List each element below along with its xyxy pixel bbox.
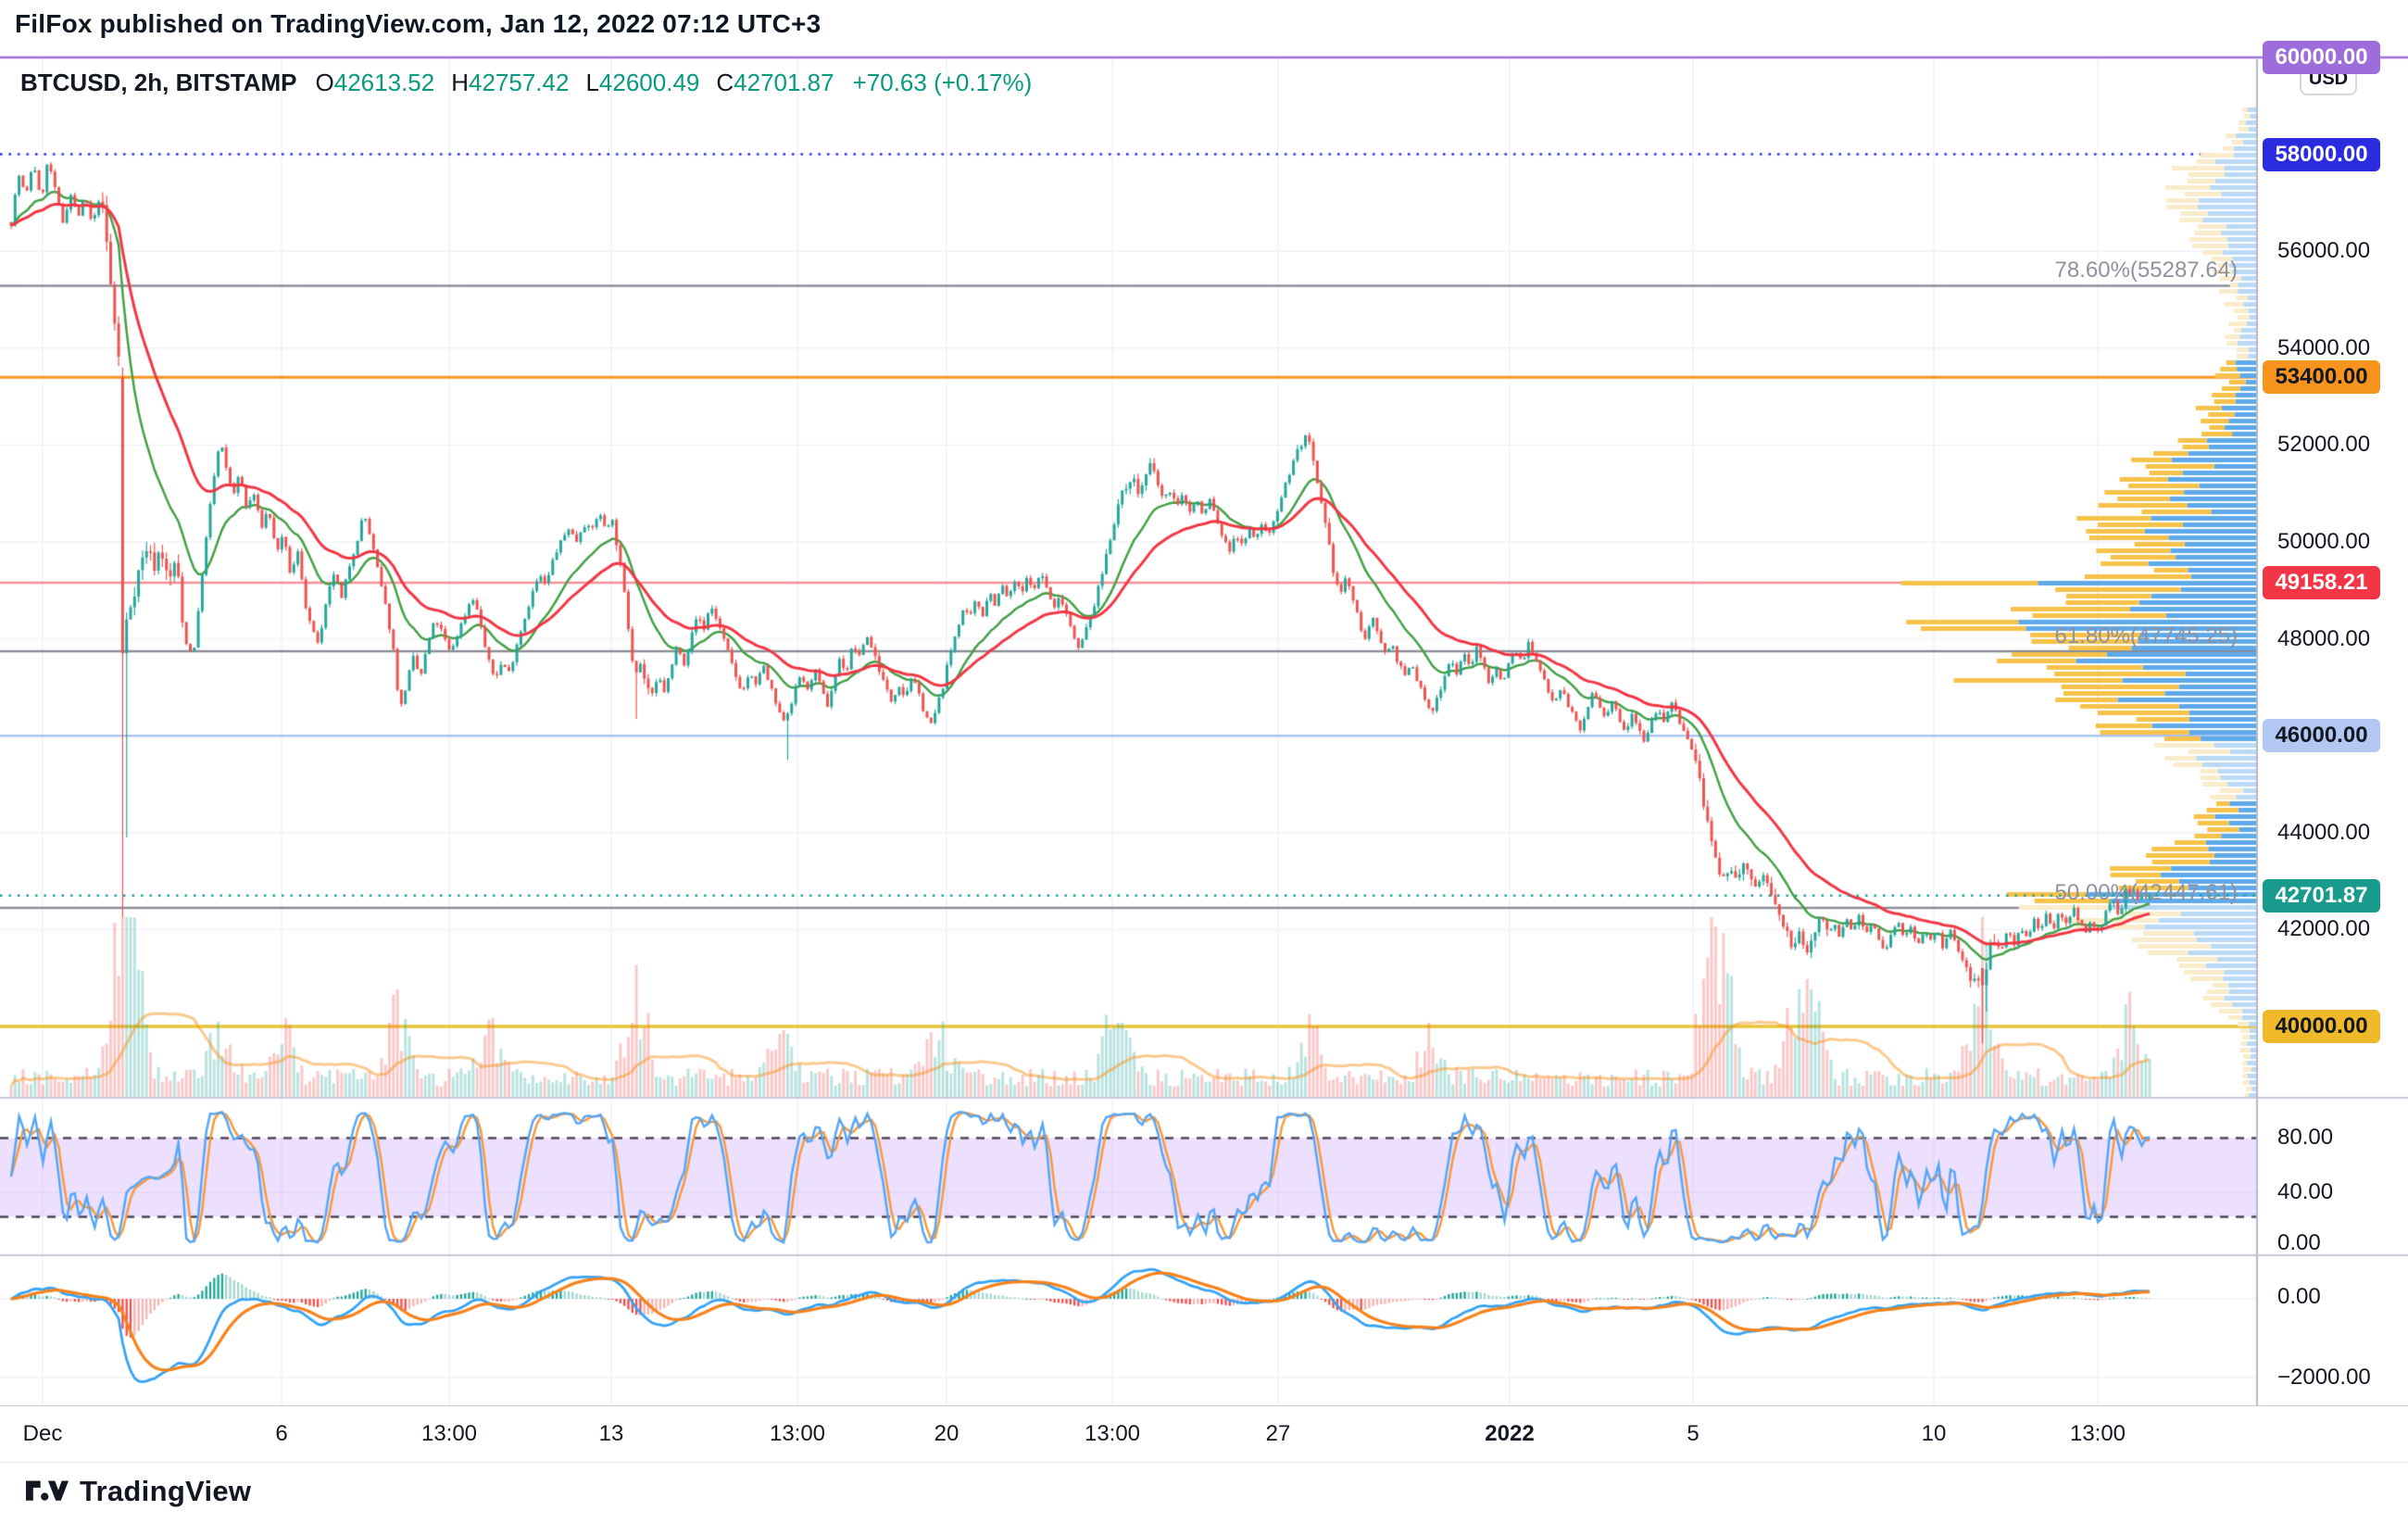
time-label-5: 5	[1687, 1421, 1699, 1446]
time-label-2022: 2022	[1485, 1421, 1535, 1446]
ohlc-l: L42600.49	[585, 68, 700, 96]
tradingview-brand[interactable]: TradingView	[80, 1475, 252, 1507]
time-label-13: 13	[598, 1421, 624, 1446]
time-label-27: 27	[1265, 1421, 1291, 1446]
currency-toggle-button[interactable]: USD	[2300, 62, 2357, 95]
time-label-13:00: 13:00	[769, 1421, 826, 1446]
chart-legend: BTCUSD, 2h, BITSTAMP O42613.52 H42757.42 L…	[20, 69, 1032, 96]
tradingview-logo-icon[interactable]	[26, 1479, 69, 1504]
published-header: FilFox published on TradingView.com, Jan…	[15, 9, 821, 38]
time-label-6: 6	[275, 1421, 288, 1446]
time-label-Dec: Dec	[22, 1421, 63, 1446]
ohlc-o: O42613.52	[315, 68, 435, 96]
time-label-10: 10	[1921, 1421, 1947, 1446]
time-axis[interactable]: Dec 6 13:00 13 13:00 20 13:00 27 2022 5 10 13:00	[0, 1406, 2408, 1462]
time-label-20: 20	[934, 1421, 959, 1446]
symbol-legend: BTCUSD, 2h, BITSTAMP	[20, 68, 297, 96]
time-label-13:00: 13:00	[2069, 1421, 2126, 1446]
change-value: +70.63 (+0.17%)	[852, 68, 1033, 96]
time-label-13:00: 13:00	[1084, 1421, 1141, 1446]
ohlc-h: H42757.42	[451, 68, 570, 96]
ohlc-values: O42613.52 H42757.42 L42600.49 C42701.87	[316, 69, 851, 97]
ohlc-c: C42701.87	[716, 68, 834, 96]
footer: TradingView	[26, 1475, 251, 1508]
time-label-13:00: 13:00	[420, 1421, 478, 1446]
